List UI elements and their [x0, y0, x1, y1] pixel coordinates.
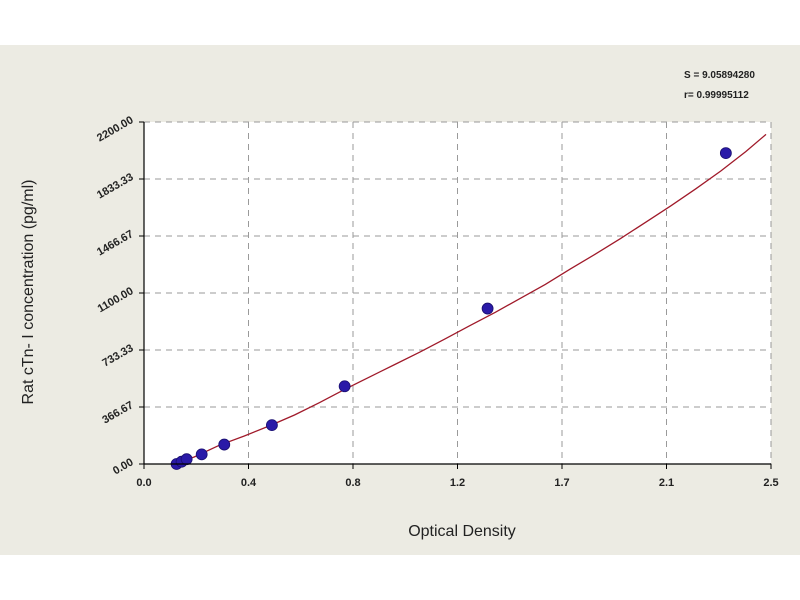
data-points [170, 147, 732, 470]
x-tick-label: 0.0 [136, 477, 151, 489]
y-tick-label: 1466.67 [95, 228, 135, 258]
y-tick-label: 0.00 [111, 456, 136, 477]
y-tick-label: 2200.00 [95, 114, 135, 144]
y-tick-label: 1833.33 [95, 171, 135, 201]
x-tick-label: 1.7 [554, 477, 569, 489]
x-tick-labels: 0.0 0.4 0.8 1.2 1.7 2.1 2.5 [136, 477, 778, 489]
x-axis-title: Optical Density [408, 523, 516, 540]
axes [139, 121, 772, 469]
stat-line-2: r= 0.99995112 [684, 90, 749, 101]
grid-lines [144, 121, 772, 464]
data-point [266, 419, 278, 432]
y-tick-label: 366.67 [100, 399, 135, 426]
x-tick-label: 2.1 [659, 477, 674, 489]
data-point [481, 302, 494, 315]
y-tick-labels: 0.00 366.67 733.33 1100.00 1466.67 1833.33 220… [95, 114, 135, 477]
data-point [719, 147, 732, 159]
data-point [180, 453, 193, 466]
stat-line-1: S = 9.05894280 [684, 70, 755, 81]
y-tick-label: 733.33 [100, 342, 135, 369]
data-point [338, 380, 351, 393]
data-point [195, 448, 208, 461]
x-tick-label: 0.4 [241, 477, 257, 489]
y-tick-label: 1100.00 [96, 285, 136, 315]
x-tick-label: 1.2 [450, 477, 465, 489]
x-tick-label: 2.5 [763, 477, 778, 489]
x-tick-label: 0.8 [345, 477, 360, 489]
y-axis-title: Rat cTn- I concentration (pg/ml) [20, 180, 37, 405]
data-point [218, 438, 231, 451]
